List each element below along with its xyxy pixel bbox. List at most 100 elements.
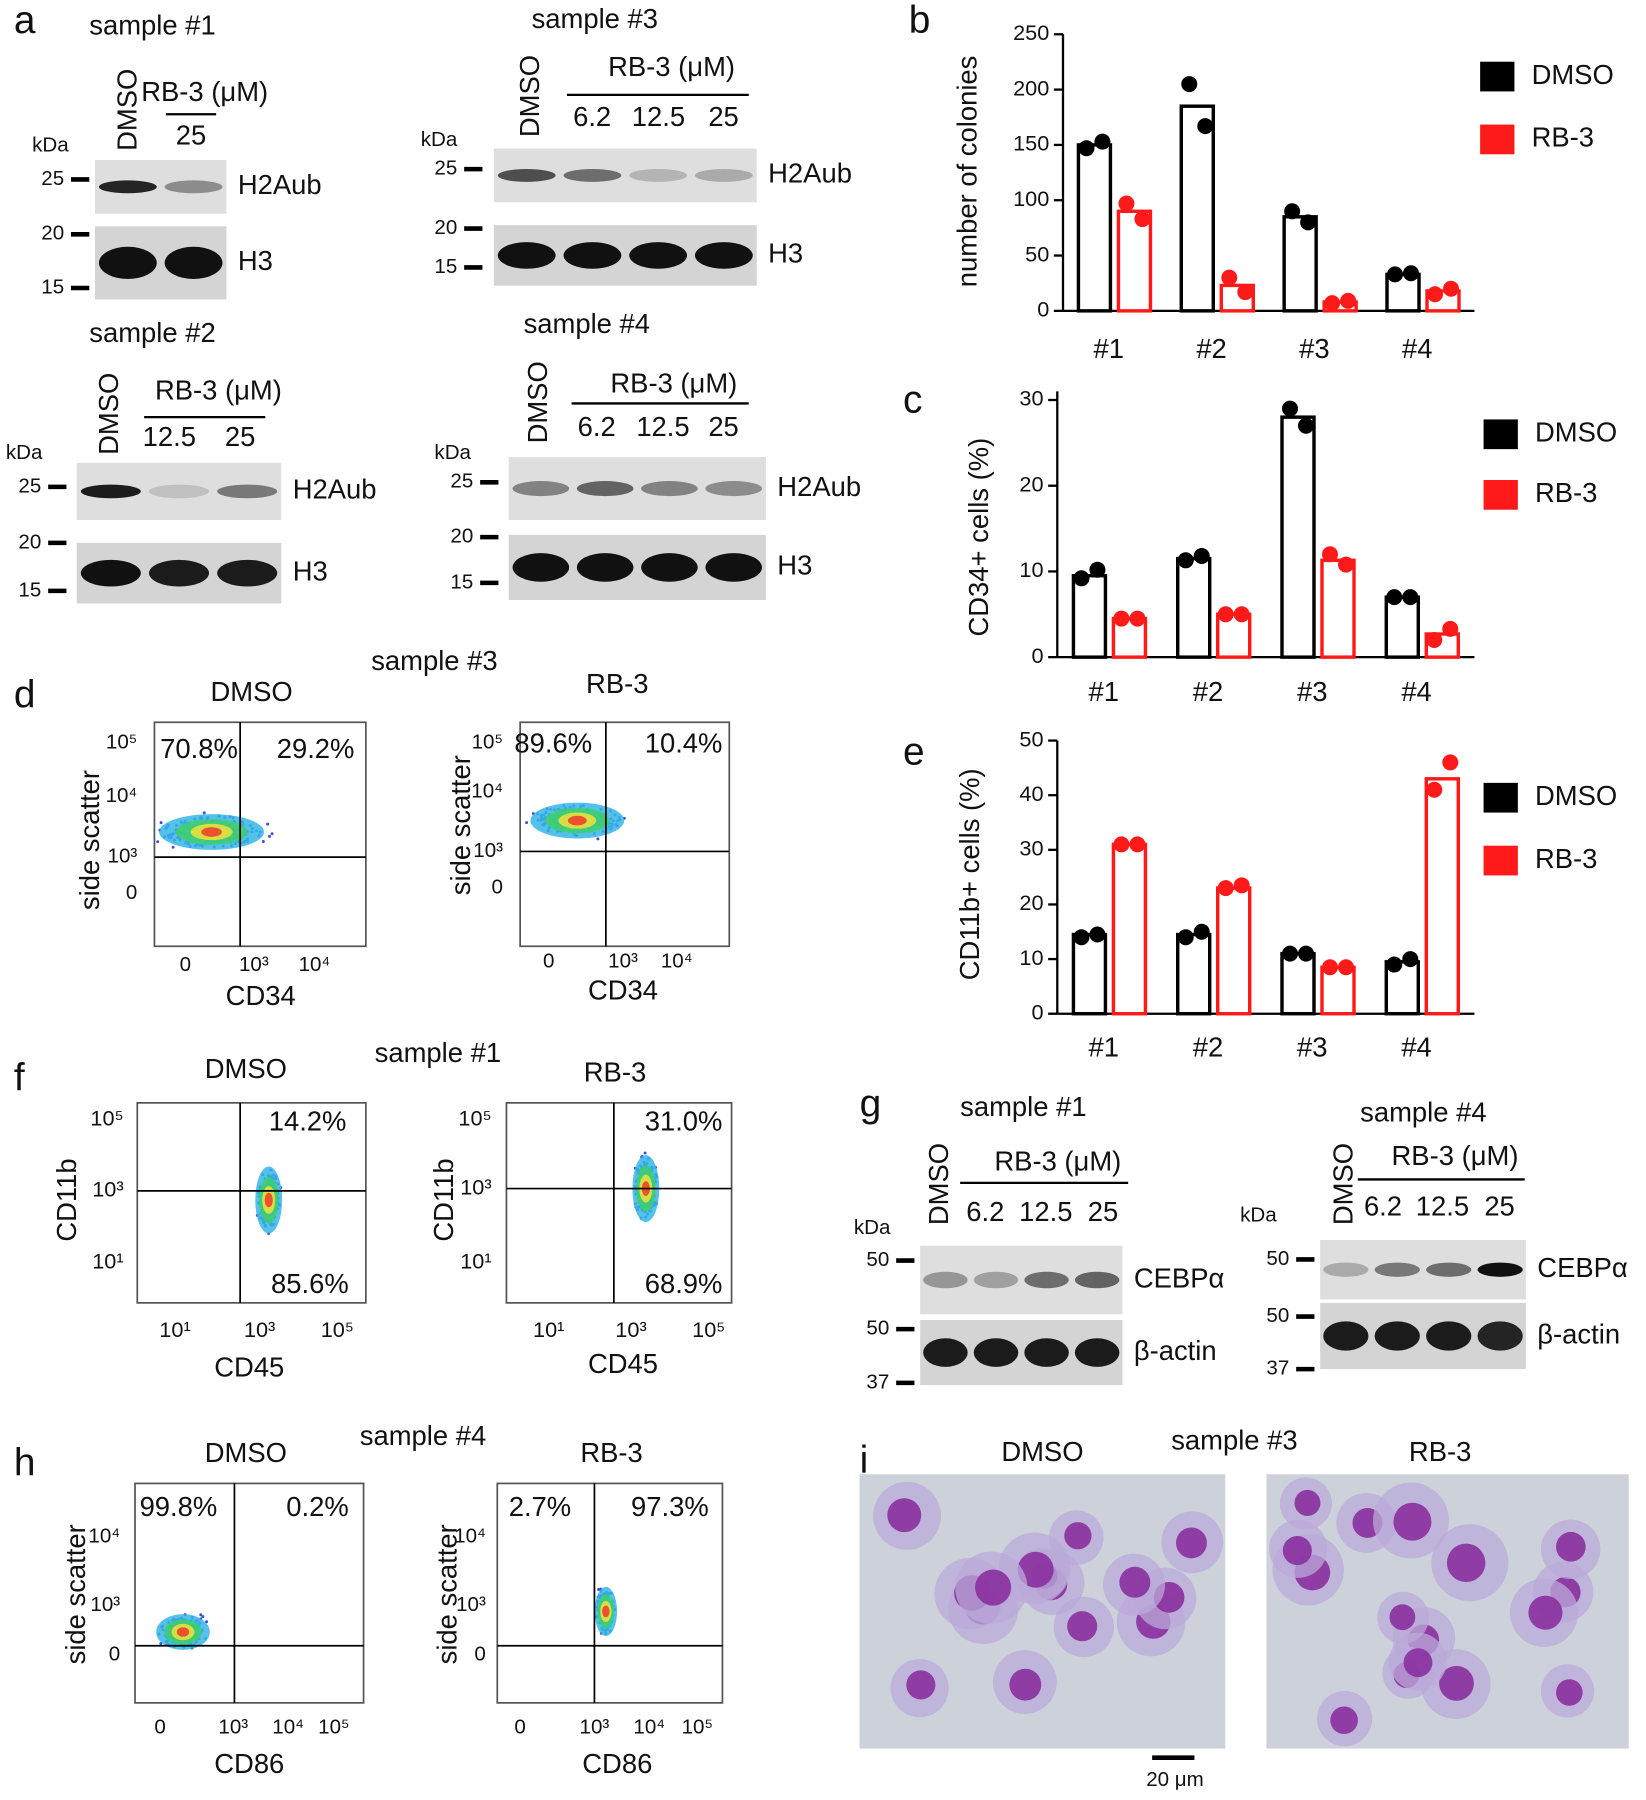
legend-swatch <box>1483 480 1518 510</box>
replicate-dot <box>1221 269 1238 286</box>
blot-band <box>1024 1338 1069 1367</box>
treatment-label: RB-3 (μM) <box>608 51 735 82</box>
plot-title: DMSO <box>205 1053 287 1084</box>
replicate-dot <box>1386 956 1403 973</box>
replicate-dot <box>1442 620 1459 637</box>
density-core <box>264 1192 273 1208</box>
density-core <box>176 1627 190 1637</box>
nucleus <box>1556 1679 1583 1706</box>
quadrant-percent: 31.0% <box>645 1106 723 1137</box>
sample-label: sample #3 <box>371 645 497 676</box>
replicate-dot <box>1134 211 1151 228</box>
nucleus <box>1282 1536 1312 1566</box>
replicate-dot <box>1073 570 1090 587</box>
band-label: H3 <box>293 555 328 586</box>
plot-frame <box>134 1482 365 1704</box>
quadrant-percent: 10.4% <box>645 727 723 758</box>
event-dot <box>643 1151 647 1155</box>
x-tick-label: 10⁵ <box>321 1317 354 1342</box>
y-tick-label: 10³ <box>90 1593 120 1616</box>
event-dot <box>596 837 600 841</box>
bar <box>1179 104 1215 313</box>
replicate-dot <box>1282 945 1298 962</box>
replicate-dot <box>1426 781 1443 798</box>
blot-band <box>80 484 141 499</box>
x-tick-label: #2 <box>1193 1031 1223 1062</box>
dose-label: 12.5 <box>1019 1196 1072 1227</box>
x-tick-label: #3 <box>1297 1031 1327 1062</box>
dose-label: 25 <box>708 411 738 442</box>
y-tick-label: 0 <box>1031 999 1043 1024</box>
blot-title: sample #3 <box>532 3 658 34</box>
nucleus <box>1555 1531 1586 1562</box>
replicate-dot <box>1233 877 1250 894</box>
marker-label: 50 <box>866 1317 889 1340</box>
bar <box>1071 574 1108 659</box>
blot-band <box>1323 1262 1369 1277</box>
nucleus <box>1067 1611 1098 1642</box>
kda-label: kDa <box>854 1216 891 1239</box>
blot-band <box>694 242 753 269</box>
y-tick-label: 50 <box>1025 241 1049 266</box>
replicate-dot <box>1181 76 1198 93</box>
micrograph-title: DMSO <box>1001 1436 1083 1467</box>
blot-band <box>512 481 570 497</box>
panel-letter: a <box>14 0 36 42</box>
blot-band <box>1477 1262 1523 1277</box>
legend-swatch <box>1480 61 1515 92</box>
x-tick-label: 10⁵ <box>692 1317 725 1342</box>
band-label: β-actin <box>1537 1318 1620 1349</box>
blot-band <box>497 168 556 182</box>
nucleus <box>1176 1527 1207 1559</box>
marker-label: 37 <box>1266 1357 1289 1380</box>
replicate-dot <box>1217 880 1234 897</box>
y-tick-label: 0 <box>126 881 137 904</box>
band-label: H2Aub <box>238 169 322 200</box>
blot-band <box>629 168 688 182</box>
quadrant-percent: 89.6% <box>514 727 592 758</box>
x-tick-label: 10⁴ <box>633 1715 665 1738</box>
y-tick-label: 20 <box>1019 471 1043 496</box>
event-dot <box>159 1642 163 1646</box>
blot-band <box>694 168 753 182</box>
event-dot <box>202 811 206 815</box>
x-tick-label: 0 <box>543 950 554 973</box>
blot-band <box>1374 1262 1420 1277</box>
legend-label: DMSO <box>1535 417 1617 448</box>
y-tick-label: 10³ <box>460 1174 491 1199</box>
marker-label: 50 <box>866 1248 889 1271</box>
blot-band <box>1426 1321 1472 1351</box>
y-tick-label: 10³ <box>92 1177 123 1202</box>
kda-label: kDa <box>32 134 69 157</box>
replicate-dot <box>1322 546 1338 563</box>
dose-label: 12.5 <box>632 101 685 132</box>
replicate-dot <box>1338 959 1354 976</box>
blot-band <box>80 559 141 587</box>
band-label: CEBPα <box>1134 1262 1225 1293</box>
y-axis-label: CD11b <box>428 1158 459 1241</box>
dose-label: 6.2 <box>573 101 611 132</box>
replicate-dot <box>1129 610 1146 627</box>
bar <box>1215 886 1252 1016</box>
lane-label: DMSO <box>522 361 553 443</box>
lane-label: DMSO <box>514 55 545 137</box>
dose-label: 6.2 <box>578 411 616 442</box>
legend-label: DMSO <box>1532 59 1614 90</box>
event-dot <box>525 821 529 825</box>
blot-band <box>148 559 210 587</box>
panel-letter: b <box>909 0 931 42</box>
event-dot <box>171 845 175 849</box>
replicate-dot <box>1426 632 1443 648</box>
band-label: H2Aub <box>777 471 861 502</box>
blot-band <box>217 559 278 587</box>
y-tick-label: 10⁵ <box>90 1106 123 1131</box>
marker-label: 37 <box>866 1370 889 1393</box>
y-tick-label: 30 <box>1019 836 1043 861</box>
y-axis-label: side scatter <box>60 1524 91 1664</box>
y-tick-label: 100 <box>1013 186 1049 211</box>
y-tick-label: 0 <box>1037 297 1049 322</box>
bar <box>1320 558 1356 659</box>
replicate-dot <box>1113 610 1130 627</box>
x-tick-label: 10¹ <box>159 1317 190 1342</box>
blot-band <box>973 1338 1019 1367</box>
